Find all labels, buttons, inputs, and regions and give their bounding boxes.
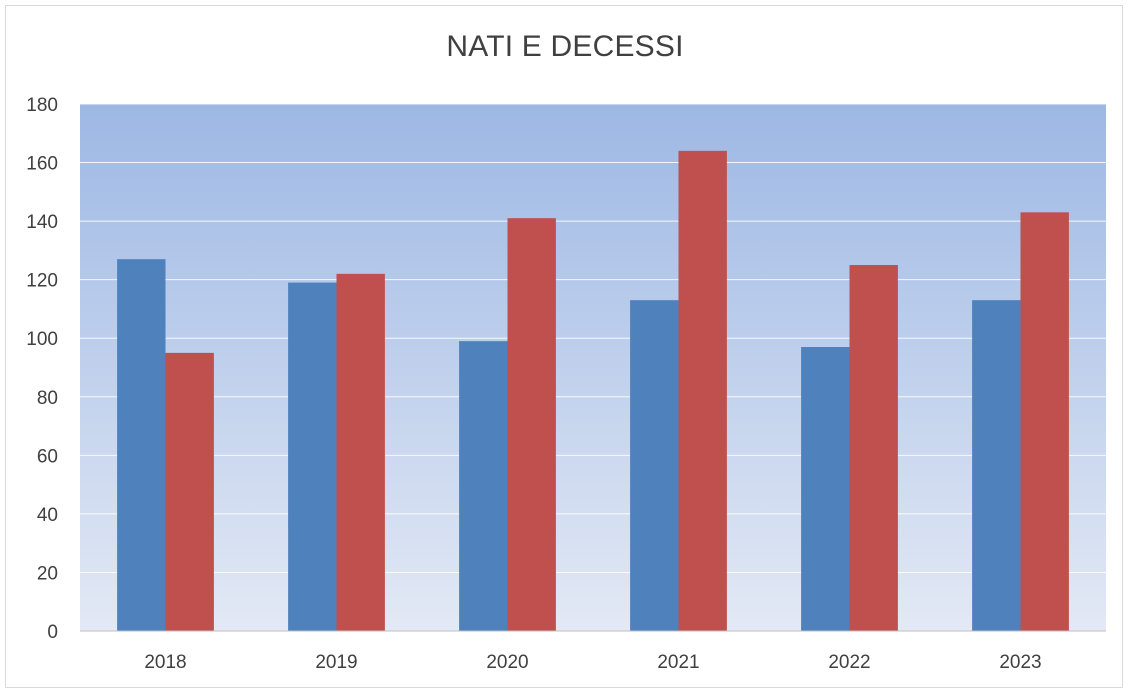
bar-2019-series-2 — [336, 273, 385, 631]
bar-2018-series-1 — [117, 259, 166, 631]
y-tick-label: 40 — [37, 505, 58, 526]
bar-2023-series-1 — [972, 300, 1021, 631]
bar-2021-series-1 — [630, 300, 679, 631]
bar-2020-series-2 — [507, 218, 556, 631]
y-tick-label: 120 — [26, 271, 58, 292]
y-tick-label: 80 — [37, 388, 58, 409]
plot-area — [80, 104, 1106, 631]
x-tick-label: 2020 — [486, 652, 528, 673]
x-tick-label: 2022 — [828, 652, 870, 673]
bar-2018-series-2 — [165, 352, 214, 631]
y-tick-labels: 0 20 40 60 80 100 120 140 160 180 — [26, 95, 58, 643]
y-tick-label: 20 — [37, 563, 58, 584]
bars — [117, 150, 1069, 632]
x-tick-label: 2019 — [315, 652, 357, 673]
y-tick-label: 180 — [26, 95, 58, 116]
bar-2022-series-1 — [801, 347, 850, 631]
x-tick-label: 2018 — [144, 652, 186, 673]
gridlines — [80, 103, 1106, 573]
y-tick-label: 0 — [47, 622, 58, 643]
y-tick-label: 100 — [26, 329, 58, 350]
y-tick-label: 60 — [37, 446, 58, 467]
chart-title: NATI E DECESSI — [446, 30, 684, 63]
bar-2019-series-1 — [288, 282, 337, 631]
bar-2023-series-2 — [1020, 212, 1069, 632]
y-tick-label: 160 — [26, 154, 58, 175]
x-tick-label: 2023 — [999, 652, 1041, 673]
bar-2020-series-1 — [459, 341, 508, 631]
bar-2022-series-2 — [849, 265, 898, 631]
bar-2021-series-2 — [678, 150, 727, 631]
y-tick-label: 140 — [26, 212, 58, 233]
x-tick-labels: 2018 2019 2020 2021 2022 2023 — [144, 652, 1041, 673]
x-tick-label: 2021 — [657, 652, 699, 673]
